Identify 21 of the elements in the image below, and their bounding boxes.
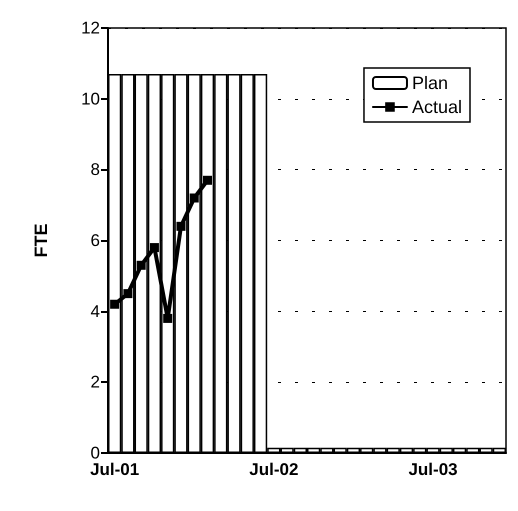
point (190, 194, 199, 202)
y-tick-label: 4 (90, 302, 100, 321)
legend-label: Actual (412, 97, 462, 117)
point (163, 314, 172, 323)
y-tick-label: 0 (90, 444, 100, 462)
x-tick-label: Jul-01 (90, 460, 140, 479)
point (123, 289, 132, 298)
x-tick-label: Jul-03 (408, 460, 458, 479)
point (203, 176, 212, 185)
point (110, 300, 120, 309)
point (176, 222, 186, 231)
y-tick-label: 6 (90, 231, 100, 250)
y-tick-label: 2 (90, 372, 100, 392)
y-tick-label: 12 (81, 18, 100, 38)
point (136, 260, 146, 270)
y-axis-title: FTE (31, 224, 51, 258)
point (150, 243, 159, 252)
legend-label: Plan (412, 73, 448, 93)
y-tick-label: 8 (90, 160, 100, 180)
x-tick-label: Jul-02 (249, 460, 298, 479)
y-tick-label: 10 (81, 89, 100, 108)
